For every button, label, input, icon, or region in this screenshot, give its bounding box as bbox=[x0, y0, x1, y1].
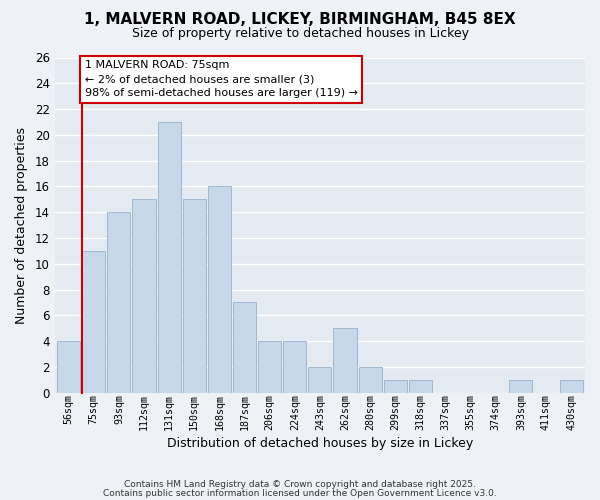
Bar bbox=[57, 341, 80, 392]
Bar bbox=[133, 200, 155, 392]
Bar bbox=[233, 302, 256, 392]
Bar bbox=[208, 186, 231, 392]
Bar bbox=[82, 251, 106, 392]
Bar bbox=[560, 380, 583, 392]
Bar bbox=[158, 122, 181, 392]
Text: Contains public sector information licensed under the Open Government Licence v3: Contains public sector information licen… bbox=[103, 488, 497, 498]
Text: 1, MALVERN ROAD, LICKEY, BIRMINGHAM, B45 8EX: 1, MALVERN ROAD, LICKEY, BIRMINGHAM, B45… bbox=[84, 12, 516, 28]
Bar bbox=[359, 367, 382, 392]
Text: Size of property relative to detached houses in Lickey: Size of property relative to detached ho… bbox=[131, 28, 469, 40]
Text: Contains HM Land Registry data © Crown copyright and database right 2025.: Contains HM Land Registry data © Crown c… bbox=[124, 480, 476, 489]
Text: 1 MALVERN ROAD: 75sqm
← 2% of detached houses are smaller (3)
98% of semi-detach: 1 MALVERN ROAD: 75sqm ← 2% of detached h… bbox=[85, 60, 358, 98]
Bar bbox=[183, 200, 206, 392]
Bar bbox=[283, 341, 307, 392]
Bar bbox=[334, 328, 356, 392]
Y-axis label: Number of detached properties: Number of detached properties bbox=[15, 126, 28, 324]
Bar bbox=[384, 380, 407, 392]
Bar bbox=[409, 380, 432, 392]
Bar bbox=[308, 367, 331, 392]
Bar bbox=[107, 212, 130, 392]
X-axis label: Distribution of detached houses by size in Lickey: Distribution of detached houses by size … bbox=[167, 437, 473, 450]
Bar bbox=[258, 341, 281, 392]
Bar bbox=[509, 380, 532, 392]
